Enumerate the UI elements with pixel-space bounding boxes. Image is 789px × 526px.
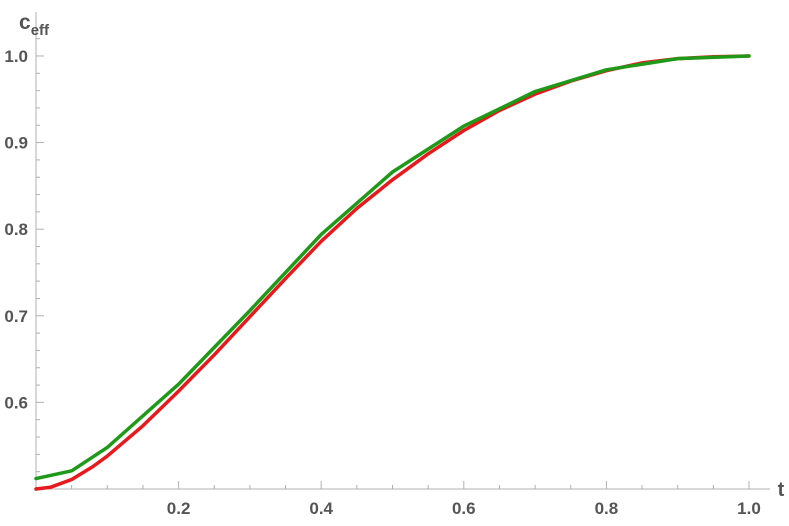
y-axis-label-main: c: [19, 11, 31, 34]
tick-labels: 0.2 0.4 0.6 0.8 1.0 0.6 0.7 0.8 0.9 1.0: [4, 47, 760, 518]
y-tick-label: 0.6: [4, 393, 28, 412]
axes: [35, 12, 770, 490]
series-line-1: [34, 54, 751, 491]
x-tick-label: 0.8: [595, 499, 619, 518]
y-axis-label: ceff: [19, 11, 50, 39]
series-line-2: [34, 54, 751, 481]
y-tick-label: 1.0: [4, 47, 28, 66]
y-tick-label: 0.8: [4, 220, 28, 239]
x-tick-label: 0.2: [167, 499, 191, 518]
y-tick-label: 0.9: [4, 134, 28, 153]
y-axis-label-subscript: eff: [31, 22, 50, 39]
x-tick-label: 0.6: [452, 499, 476, 518]
y-tick-label: 0.7: [4, 307, 28, 326]
x-tick-label: 0.4: [309, 499, 333, 518]
plot-area: [34, 54, 751, 491]
x-tick-label: 1.0: [737, 499, 761, 518]
x-axis-label: t: [778, 479, 785, 501]
